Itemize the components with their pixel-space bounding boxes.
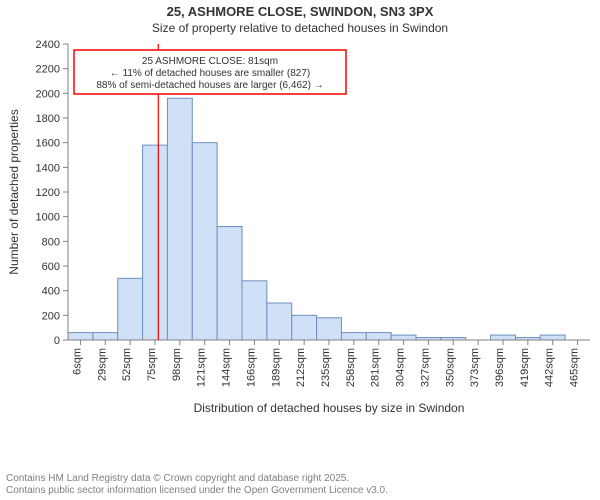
x-tick-label: 29sqm: [96, 348, 108, 381]
x-tick-label: 235sqm: [320, 348, 332, 387]
histogram-bar: [540, 335, 565, 340]
x-tick-label: 304sqm: [395, 348, 407, 387]
histogram-bar: [167, 98, 192, 340]
x-tick-label: 98sqm: [171, 348, 183, 381]
histogram-bar: [491, 335, 516, 340]
histogram-bar: [68, 333, 93, 340]
histogram-bar: [267, 303, 292, 340]
y-tick-label: 1000: [36, 212, 60, 224]
x-tick-label: 212sqm: [295, 348, 307, 387]
annotation-line: 88% of semi-detached houses are larger (…: [96, 80, 323, 91]
x-tick-label: 396sqm: [494, 348, 506, 387]
x-tick-label: 327sqm: [419, 348, 431, 387]
x-tick-label: 373sqm: [469, 348, 481, 387]
x-tick-label: 419sqm: [519, 348, 531, 387]
histogram-bar: [242, 281, 267, 340]
y-tick-label: 200: [42, 310, 60, 322]
x-tick-label: 75sqm: [146, 348, 158, 381]
histogram-bar: [93, 333, 118, 340]
y-tick-label: 0: [54, 335, 60, 347]
y-tick-label: 2000: [36, 88, 60, 100]
histogram-bar: [317, 318, 342, 340]
y-tick-label: 400: [42, 286, 60, 298]
histogram-bar: [118, 278, 143, 340]
y-tick-label: 1400: [36, 162, 60, 174]
histogram-bar: [217, 227, 242, 340]
y-tick-label: 1600: [36, 138, 60, 150]
x-tick-label: 465sqm: [569, 348, 581, 387]
x-tick-label: 258sqm: [345, 348, 357, 387]
y-tick-label: 600: [42, 261, 60, 273]
histogram-bar: [292, 315, 317, 340]
footer-line-1: Contains HM Land Registry data © Crown c…: [6, 473, 594, 485]
x-tick-label: 121sqm: [196, 348, 208, 387]
chart-title: 25, ASHMORE CLOSE, SWINDON, SN3 3PX: [167, 4, 434, 19]
x-tick-label: 144sqm: [221, 348, 233, 387]
footer-line-2: Contains public sector information licen…: [6, 485, 594, 497]
annotation-line: 25 ASHMORE CLOSE: 81sqm: [142, 56, 278, 67]
x-tick-label: 189sqm: [270, 348, 282, 387]
y-tick-label: 2200: [36, 64, 60, 76]
x-tick-label: 6sqm: [71, 348, 83, 375]
histogram-bar: [143, 145, 168, 340]
annotation-line: ← 11% of detached houses are smaller (82…: [110, 68, 310, 79]
y-tick-label: 1800: [36, 113, 60, 125]
y-tick-label: 2400: [36, 39, 60, 51]
chart-container: 25, ASHMORE CLOSE, SWINDON, SN3 3PX Size …: [0, 0, 600, 500]
y-axis-title: Number of detached properties: [7, 109, 21, 274]
histogram-bar: [341, 333, 366, 340]
histogram-bar: [192, 143, 217, 340]
y-tick-label: 1200: [36, 187, 60, 199]
histogram-bar: [366, 333, 391, 340]
x-tick-label: 166sqm: [245, 348, 257, 387]
chart-subtitle: Size of property relative to detached ho…: [152, 21, 448, 35]
x-tick-label: 281sqm: [370, 348, 382, 387]
x-tick-label: 442sqm: [544, 348, 556, 387]
x-tick-label: 350sqm: [444, 348, 456, 387]
footer: Contains HM Land Registry data © Crown c…: [0, 471, 600, 500]
histogram-bar: [391, 335, 416, 340]
x-axis-title: Distribution of detached houses by size …: [194, 401, 465, 415]
x-tick-label: 52sqm: [121, 348, 133, 381]
y-tick-label: 800: [42, 236, 60, 248]
histogram-svg: 25, ASHMORE CLOSE, SWINDON, SN3 3PX Size …: [0, 0, 600, 430]
